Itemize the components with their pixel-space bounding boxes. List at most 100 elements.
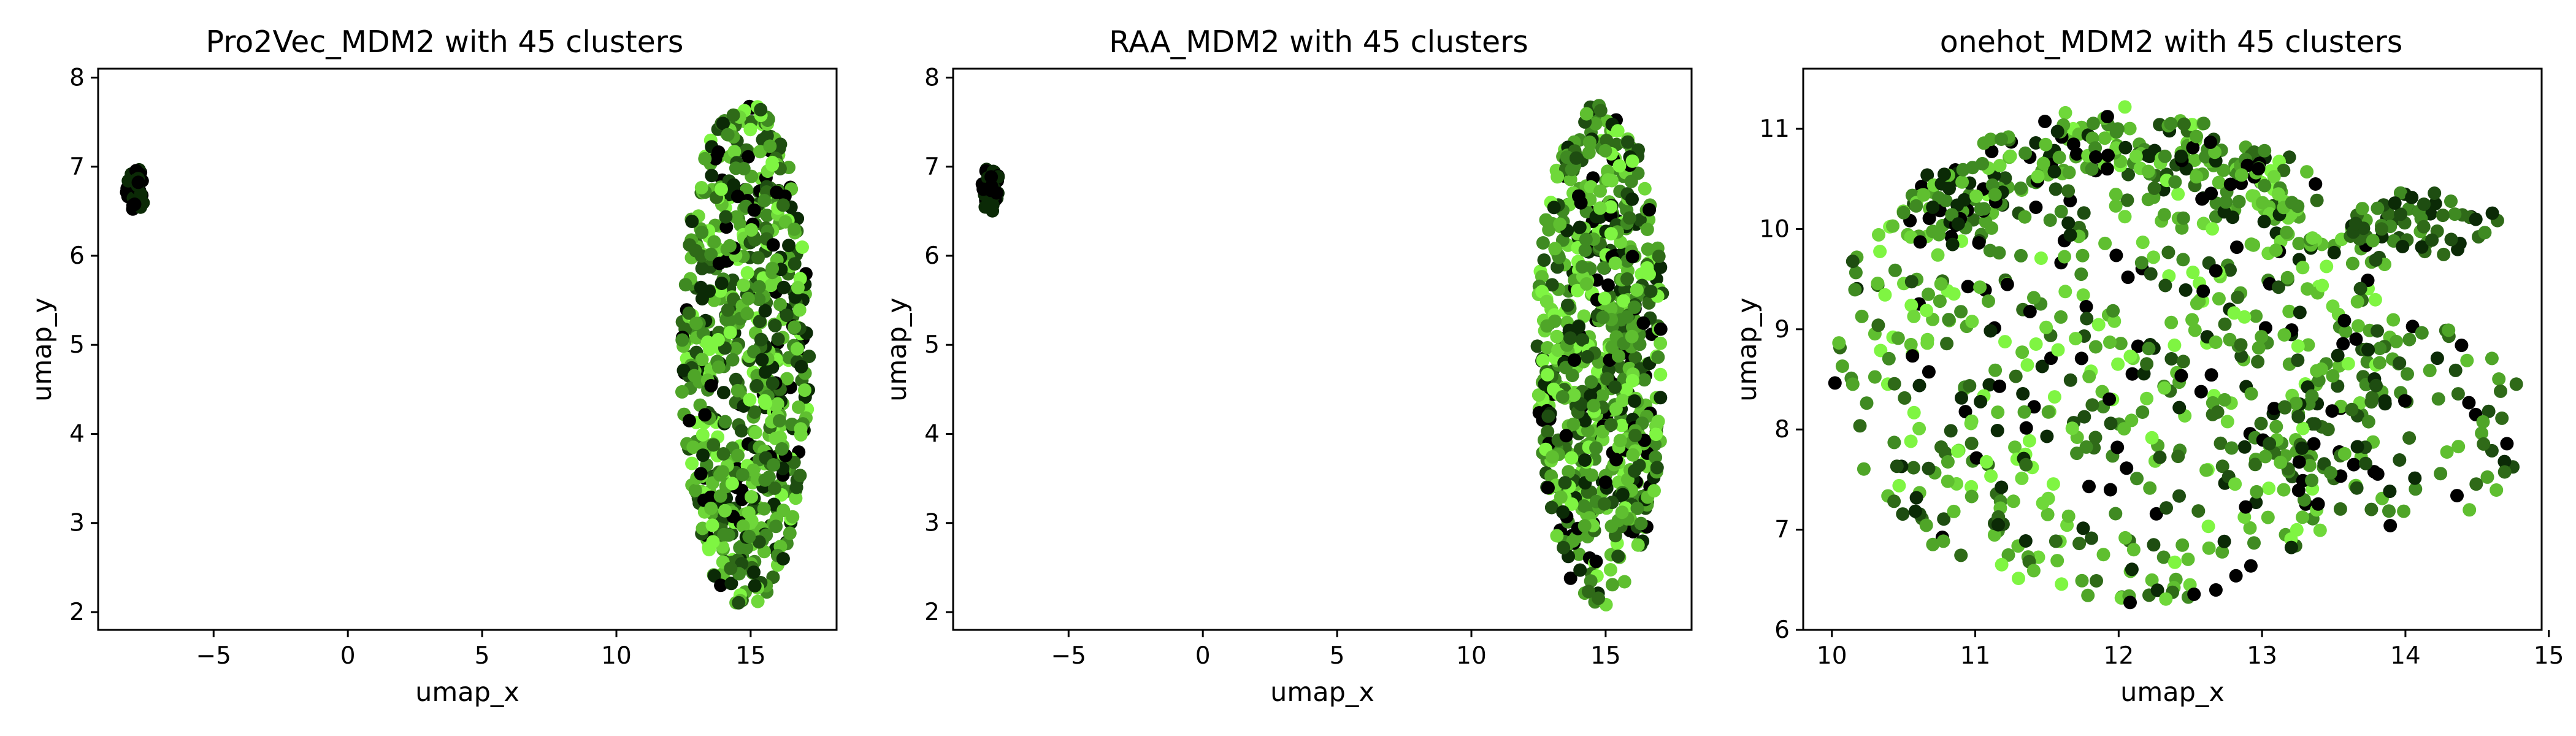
scatter-point bbox=[2134, 256, 2149, 270]
scatter-point bbox=[745, 223, 758, 237]
scatter-point bbox=[2352, 319, 2365, 333]
scatter-point bbox=[2041, 405, 2055, 419]
scatter-point bbox=[704, 247, 718, 261]
scatter-point bbox=[2110, 440, 2125, 454]
scatter-point bbox=[2349, 332, 2363, 346]
scatter-point bbox=[757, 194, 772, 208]
scatter-panel-pro2vec: Pro2Vec_MDM2 with 45 clusters −5 0 5 10 15 2… bbox=[27, 25, 838, 708]
scatter-point bbox=[2034, 251, 2048, 265]
scatter-point bbox=[2088, 431, 2103, 445]
scatter-point bbox=[1558, 361, 1573, 375]
scatter-point bbox=[2302, 458, 2317, 472]
scatter-point bbox=[2234, 168, 2248, 182]
scatter-point bbox=[758, 365, 772, 379]
scatter-point bbox=[2143, 481, 2157, 495]
x-axis-label: umap_x bbox=[415, 677, 519, 708]
scatter-point bbox=[2158, 278, 2172, 293]
scatter-point bbox=[2039, 320, 2053, 334]
scatter-point bbox=[2258, 144, 2272, 158]
scatter-point bbox=[1628, 429, 1642, 443]
y-tick-label: 6 bbox=[1774, 616, 1790, 644]
y-tick-label: 2 bbox=[69, 599, 85, 626]
scatter-point bbox=[2014, 248, 2028, 263]
scatter-point bbox=[2409, 482, 2423, 496]
scatter-point bbox=[2103, 392, 2117, 406]
scatter-point bbox=[1995, 558, 2009, 572]
scatter-point bbox=[2372, 356, 2386, 370]
scatter-point bbox=[2254, 416, 2268, 431]
scatter-point bbox=[731, 448, 745, 462]
scatter-point bbox=[1593, 201, 1607, 215]
scatter-point bbox=[1617, 575, 1631, 589]
scatter-point bbox=[2141, 148, 2155, 163]
scatter-point bbox=[1973, 280, 1987, 294]
scatter-point bbox=[2364, 395, 2379, 409]
scatter-point bbox=[1908, 504, 1922, 518]
scatter-point bbox=[2027, 291, 2041, 305]
scatter-point bbox=[726, 108, 740, 122]
scatter-point bbox=[2050, 125, 2064, 139]
y-tick-label: 10 bbox=[1759, 215, 1790, 243]
scatter-point bbox=[746, 463, 761, 477]
scatter-point bbox=[2485, 351, 2499, 366]
scatter-point bbox=[2107, 314, 2122, 328]
scatter-point bbox=[743, 393, 757, 407]
scatter-point bbox=[749, 378, 764, 393]
scatter-point bbox=[1625, 329, 1639, 343]
scatter-point bbox=[1904, 298, 1919, 312]
scatter-point bbox=[2204, 186, 2218, 201]
scatter-point bbox=[783, 526, 797, 540]
scatter-point bbox=[2261, 510, 2275, 524]
scatter-point bbox=[1568, 353, 1581, 367]
scatter-point bbox=[2118, 210, 2132, 224]
scatter-point bbox=[1934, 440, 1948, 454]
scatter-point bbox=[1940, 337, 1954, 351]
scatter-point bbox=[2000, 277, 2014, 291]
x-tick-label: −5 bbox=[196, 642, 232, 670]
scatter-point bbox=[1961, 280, 1975, 294]
scatter-point bbox=[2258, 178, 2272, 193]
scatter-point bbox=[2371, 324, 2384, 338]
scatter-points bbox=[120, 99, 816, 610]
scatter-point bbox=[1920, 304, 1933, 318]
scatter-point bbox=[2249, 309, 2263, 323]
scatter-point bbox=[2172, 401, 2187, 415]
scatter-point bbox=[1654, 367, 1668, 381]
scatter-point bbox=[2300, 165, 2314, 179]
scatter-point bbox=[1625, 250, 1639, 264]
scatter-point bbox=[2065, 421, 2079, 435]
scatter-point bbox=[2076, 521, 2090, 535]
scatter-point bbox=[711, 332, 725, 347]
scatter-point bbox=[2310, 193, 2324, 207]
scatter-point bbox=[740, 307, 754, 321]
scatter-point bbox=[1963, 379, 1977, 393]
scatter-point bbox=[776, 552, 790, 565]
scatter-point bbox=[2492, 372, 2506, 386]
scatter-point bbox=[2494, 384, 2507, 398]
scatter-point bbox=[2123, 596, 2137, 610]
scatter-point bbox=[1998, 171, 2012, 185]
scatter-point bbox=[2176, 211, 2190, 225]
scatter-point bbox=[1604, 519, 1619, 533]
scatter-point bbox=[1604, 418, 1618, 432]
scatter-point bbox=[1933, 294, 1947, 309]
scatter-point bbox=[2345, 256, 2359, 270]
scatter-point bbox=[2291, 483, 2306, 497]
scatter-point bbox=[1577, 499, 1591, 513]
scatter-point bbox=[2041, 507, 2055, 521]
scatter-point bbox=[1887, 494, 1901, 508]
scatter-point bbox=[745, 490, 758, 504]
scatter-point bbox=[1846, 255, 1860, 269]
scatter-point bbox=[1630, 501, 1644, 515]
scatter-point bbox=[2014, 181, 2028, 195]
scatter-point bbox=[716, 117, 730, 131]
scatter-point bbox=[1566, 534, 1580, 548]
scatter-point bbox=[685, 456, 699, 470]
scatter-point bbox=[134, 187, 148, 201]
scatter-point bbox=[747, 565, 761, 579]
scatter-point bbox=[2333, 502, 2347, 516]
scatter-point bbox=[2131, 339, 2145, 353]
scatter-point bbox=[1982, 294, 1995, 308]
scatter-point bbox=[689, 316, 703, 331]
scatter-point bbox=[2369, 378, 2383, 393]
